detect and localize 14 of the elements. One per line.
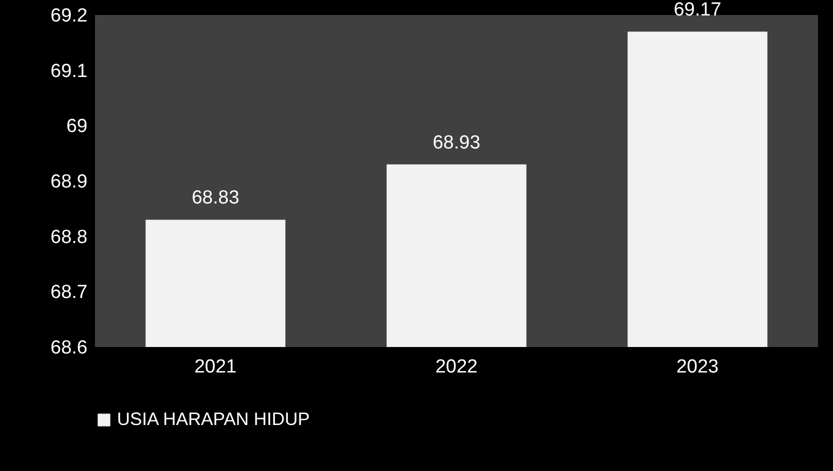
x-tick-label: 2023: [676, 356, 719, 378]
data-label: 68.93: [432, 132, 480, 154]
y-tick-label: 68.6: [50, 338, 88, 358]
legend-label: USIA HARAPAN HIDUP: [117, 409, 310, 429]
y-tick-label: 69: [66, 116, 88, 138]
data-label: 68.83: [192, 188, 240, 209]
y-tick-label: 68.9: [50, 172, 88, 192]
x-tick-label: 2022: [435, 356, 478, 378]
y-tick-label: 69.1: [50, 60, 88, 82]
y-tick-label: 68.8: [50, 226, 88, 248]
y-tick-label: 69.2: [50, 6, 88, 26]
x-tick-label: 2021: [194, 356, 237, 378]
y-tick-label: 68.7: [50, 282, 88, 304]
data-label: 69.17: [674, 0, 722, 21]
